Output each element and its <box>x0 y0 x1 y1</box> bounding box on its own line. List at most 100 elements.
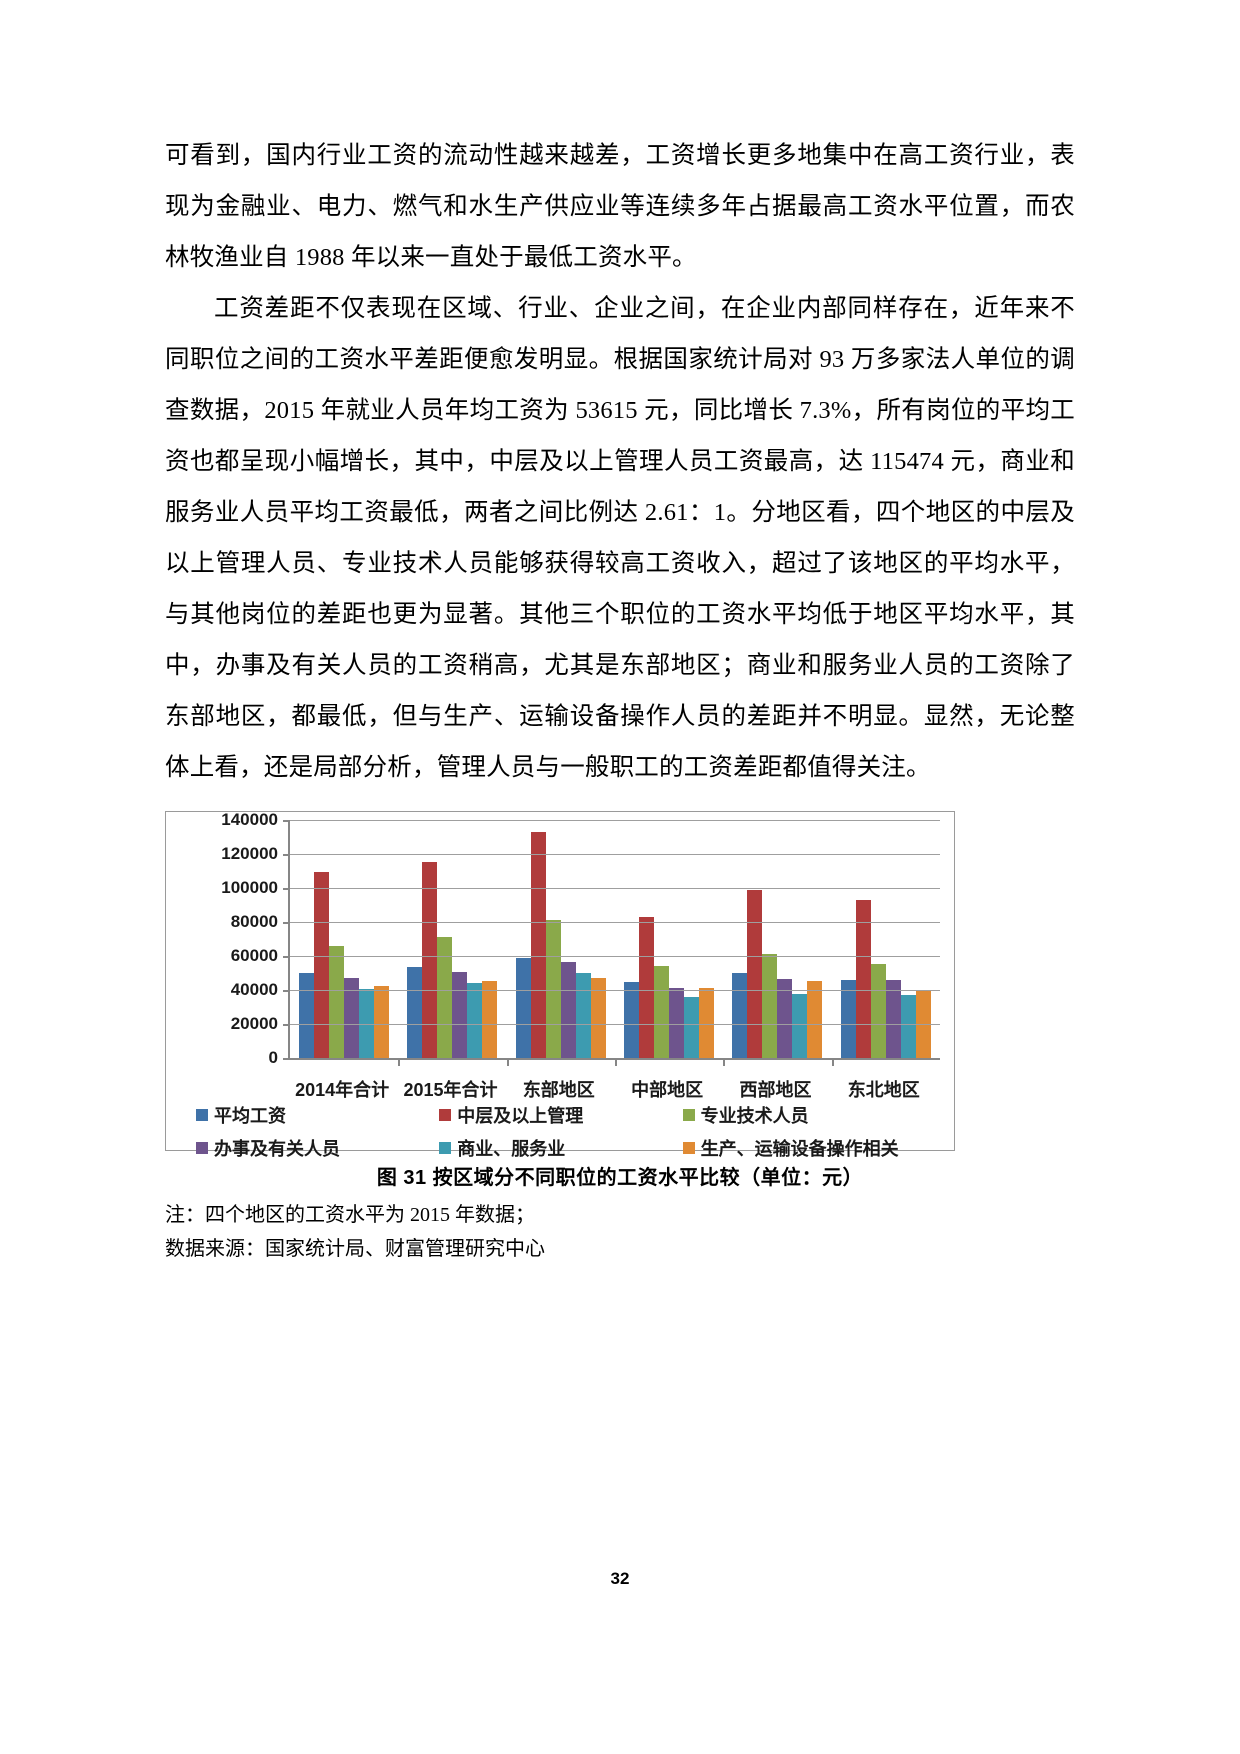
bar-group <box>290 820 398 1058</box>
y-tick-label: 0 <box>268 1048 278 1067</box>
x-axis-tick <box>723 1058 726 1066</box>
y-tick-label: 20000 <box>230 1014 278 1033</box>
x-tick-label: 中部地区 <box>631 1080 704 1100</box>
bar-group <box>831 820 940 1066</box>
bar-group <box>398 820 506 1066</box>
legend-label: 平均工资 <box>214 1106 286 1126</box>
y-axis-tick <box>283 888 290 890</box>
y-tick-label: 60000 <box>230 946 278 965</box>
bar <box>344 977 360 1058</box>
y-tick-label: 140000 <box>221 810 278 829</box>
legend-swatch <box>196 1142 208 1154</box>
gridline <box>290 820 940 821</box>
bar <box>732 972 748 1058</box>
bar <box>684 997 700 1058</box>
legend-item: 专业技术人员 <box>682 1102 926 1128</box>
bar <box>807 981 823 1058</box>
legend-item: 中层及以上管理 <box>439 1102 682 1128</box>
y-tick-label: 120000 <box>221 844 278 863</box>
bar <box>654 965 670 1058</box>
legend-label: 专业技术人员 <box>700 1106 809 1126</box>
y-axis-tick <box>283 1058 290 1060</box>
legend-label: 生产、运输设备操作相关 <box>700 1139 899 1159</box>
paragraph-2: 工资差距不仅表现在区域、行业、企业之间，在企业内部同样存在，近年来不同职位之间的… <box>165 295 1075 781</box>
x-tick-label: 东北地区 <box>847 1080 920 1100</box>
bar <box>575 973 591 1058</box>
bar <box>639 916 655 1058</box>
figure-caption: 图 31 按区域分不同职位的工资水平比较（单位：元） <box>376 1167 864 1189</box>
bar <box>545 919 561 1058</box>
figure-note-2: 数据来源：国家统计局、财富管理研究中心 <box>165 1238 545 1260</box>
y-axis-labels: 0 20000 40000 60000 80000 100000 120000 140000 <box>174 810 284 1067</box>
chart-grid <box>283 820 940 1066</box>
x-axis-tick <box>614 1058 617 1066</box>
x-axis-tick <box>506 1058 509 1066</box>
legend-label: 商业、服务业 <box>457 1139 566 1159</box>
bar <box>762 954 778 1058</box>
bar-group <box>506 820 615 1066</box>
x-axis-tick <box>831 1058 834 1066</box>
bar <box>422 861 438 1058</box>
legend-swatch <box>682 1109 695 1121</box>
gridline <box>290 1024 940 1025</box>
gridline <box>290 990 940 991</box>
legend-swatch <box>682 1142 695 1154</box>
x-tick-label: 2014年合计 <box>295 1080 390 1100</box>
bar <box>437 937 453 1058</box>
bar <box>467 982 483 1058</box>
bar <box>855 900 871 1058</box>
y-axis-tick <box>283 956 290 958</box>
legend-label: 中层及以上管理 <box>457 1106 584 1126</box>
legend-item: 办事及有关人员 <box>196 1135 439 1161</box>
legend-swatch <box>196 1109 208 1121</box>
y-axis-tick <box>283 990 290 992</box>
legend-swatch <box>439 1109 452 1121</box>
bar <box>407 966 423 1058</box>
bar <box>624 981 640 1058</box>
x-tick-label: 东部地区 <box>522 1080 595 1100</box>
chart-plot-area: 0 20000 40000 60000 80000 100000 120000 140000 … <box>166 810 956 1100</box>
y-axis-tick <box>283 854 290 856</box>
bar <box>747 890 763 1058</box>
paragraph-1: 可看到，国内行业工资的流动性越来越差，工资增长更多地集中在高工资行业，表现为金融… <box>165 142 1075 271</box>
y-axis-tick <box>283 922 290 924</box>
bar <box>777 979 793 1058</box>
bar-group <box>723 820 831 1066</box>
gridline <box>290 922 940 923</box>
bar <box>590 977 606 1058</box>
y-axis-tick <box>283 1024 290 1026</box>
bar <box>870 963 886 1058</box>
y-axis-tick <box>283 820 290 822</box>
bar <box>792 994 808 1058</box>
legend-label: 办事及有关人员 <box>214 1139 340 1159</box>
gridline <box>290 888 940 889</box>
bar-group <box>614 820 723 1066</box>
bar <box>900 994 916 1058</box>
chart-legend: 平均工资 中层及以上管理 专业技术人员办事及有关人员 商业、服务业 生产、运输设备操作相… <box>196 1102 926 1168</box>
gridline <box>290 956 940 957</box>
bar <box>482 981 498 1058</box>
page-number: 32 <box>610 1569 630 1588</box>
legend-item: 平均工资 <box>196 1102 439 1128</box>
bar <box>515 958 531 1058</box>
x-axis-labels: 2014年合计 2015年合计 东部地区 中部地区 西部地区 东北地区 <box>288 1076 938 1102</box>
bar <box>560 962 576 1058</box>
figure-note-1: 注：四个地区的工资水平为 2015 年数据； <box>165 1204 535 1226</box>
bar <box>452 971 468 1058</box>
bar <box>699 987 715 1058</box>
x-axis-tick <box>398 1058 401 1066</box>
bar <box>329 945 345 1058</box>
y-tick-label: 80000 <box>230 912 278 931</box>
chart-bars <box>290 820 940 1066</box>
bar <box>885 980 901 1058</box>
figure-chart: 0 20000 40000 60000 80000 100000 120000 140000 … <box>165 810 956 1159</box>
legend-item: 商业、服务业 <box>439 1135 682 1161</box>
bar <box>314 871 330 1058</box>
bar <box>299 973 315 1058</box>
legend-item: 生产、运输设备操作相关 <box>682 1135 926 1161</box>
gridline <box>290 854 940 855</box>
x-tick-label: 西部地区 <box>739 1080 812 1100</box>
x-tick-label: 2015年合计 <box>403 1080 498 1100</box>
bar <box>359 988 375 1058</box>
